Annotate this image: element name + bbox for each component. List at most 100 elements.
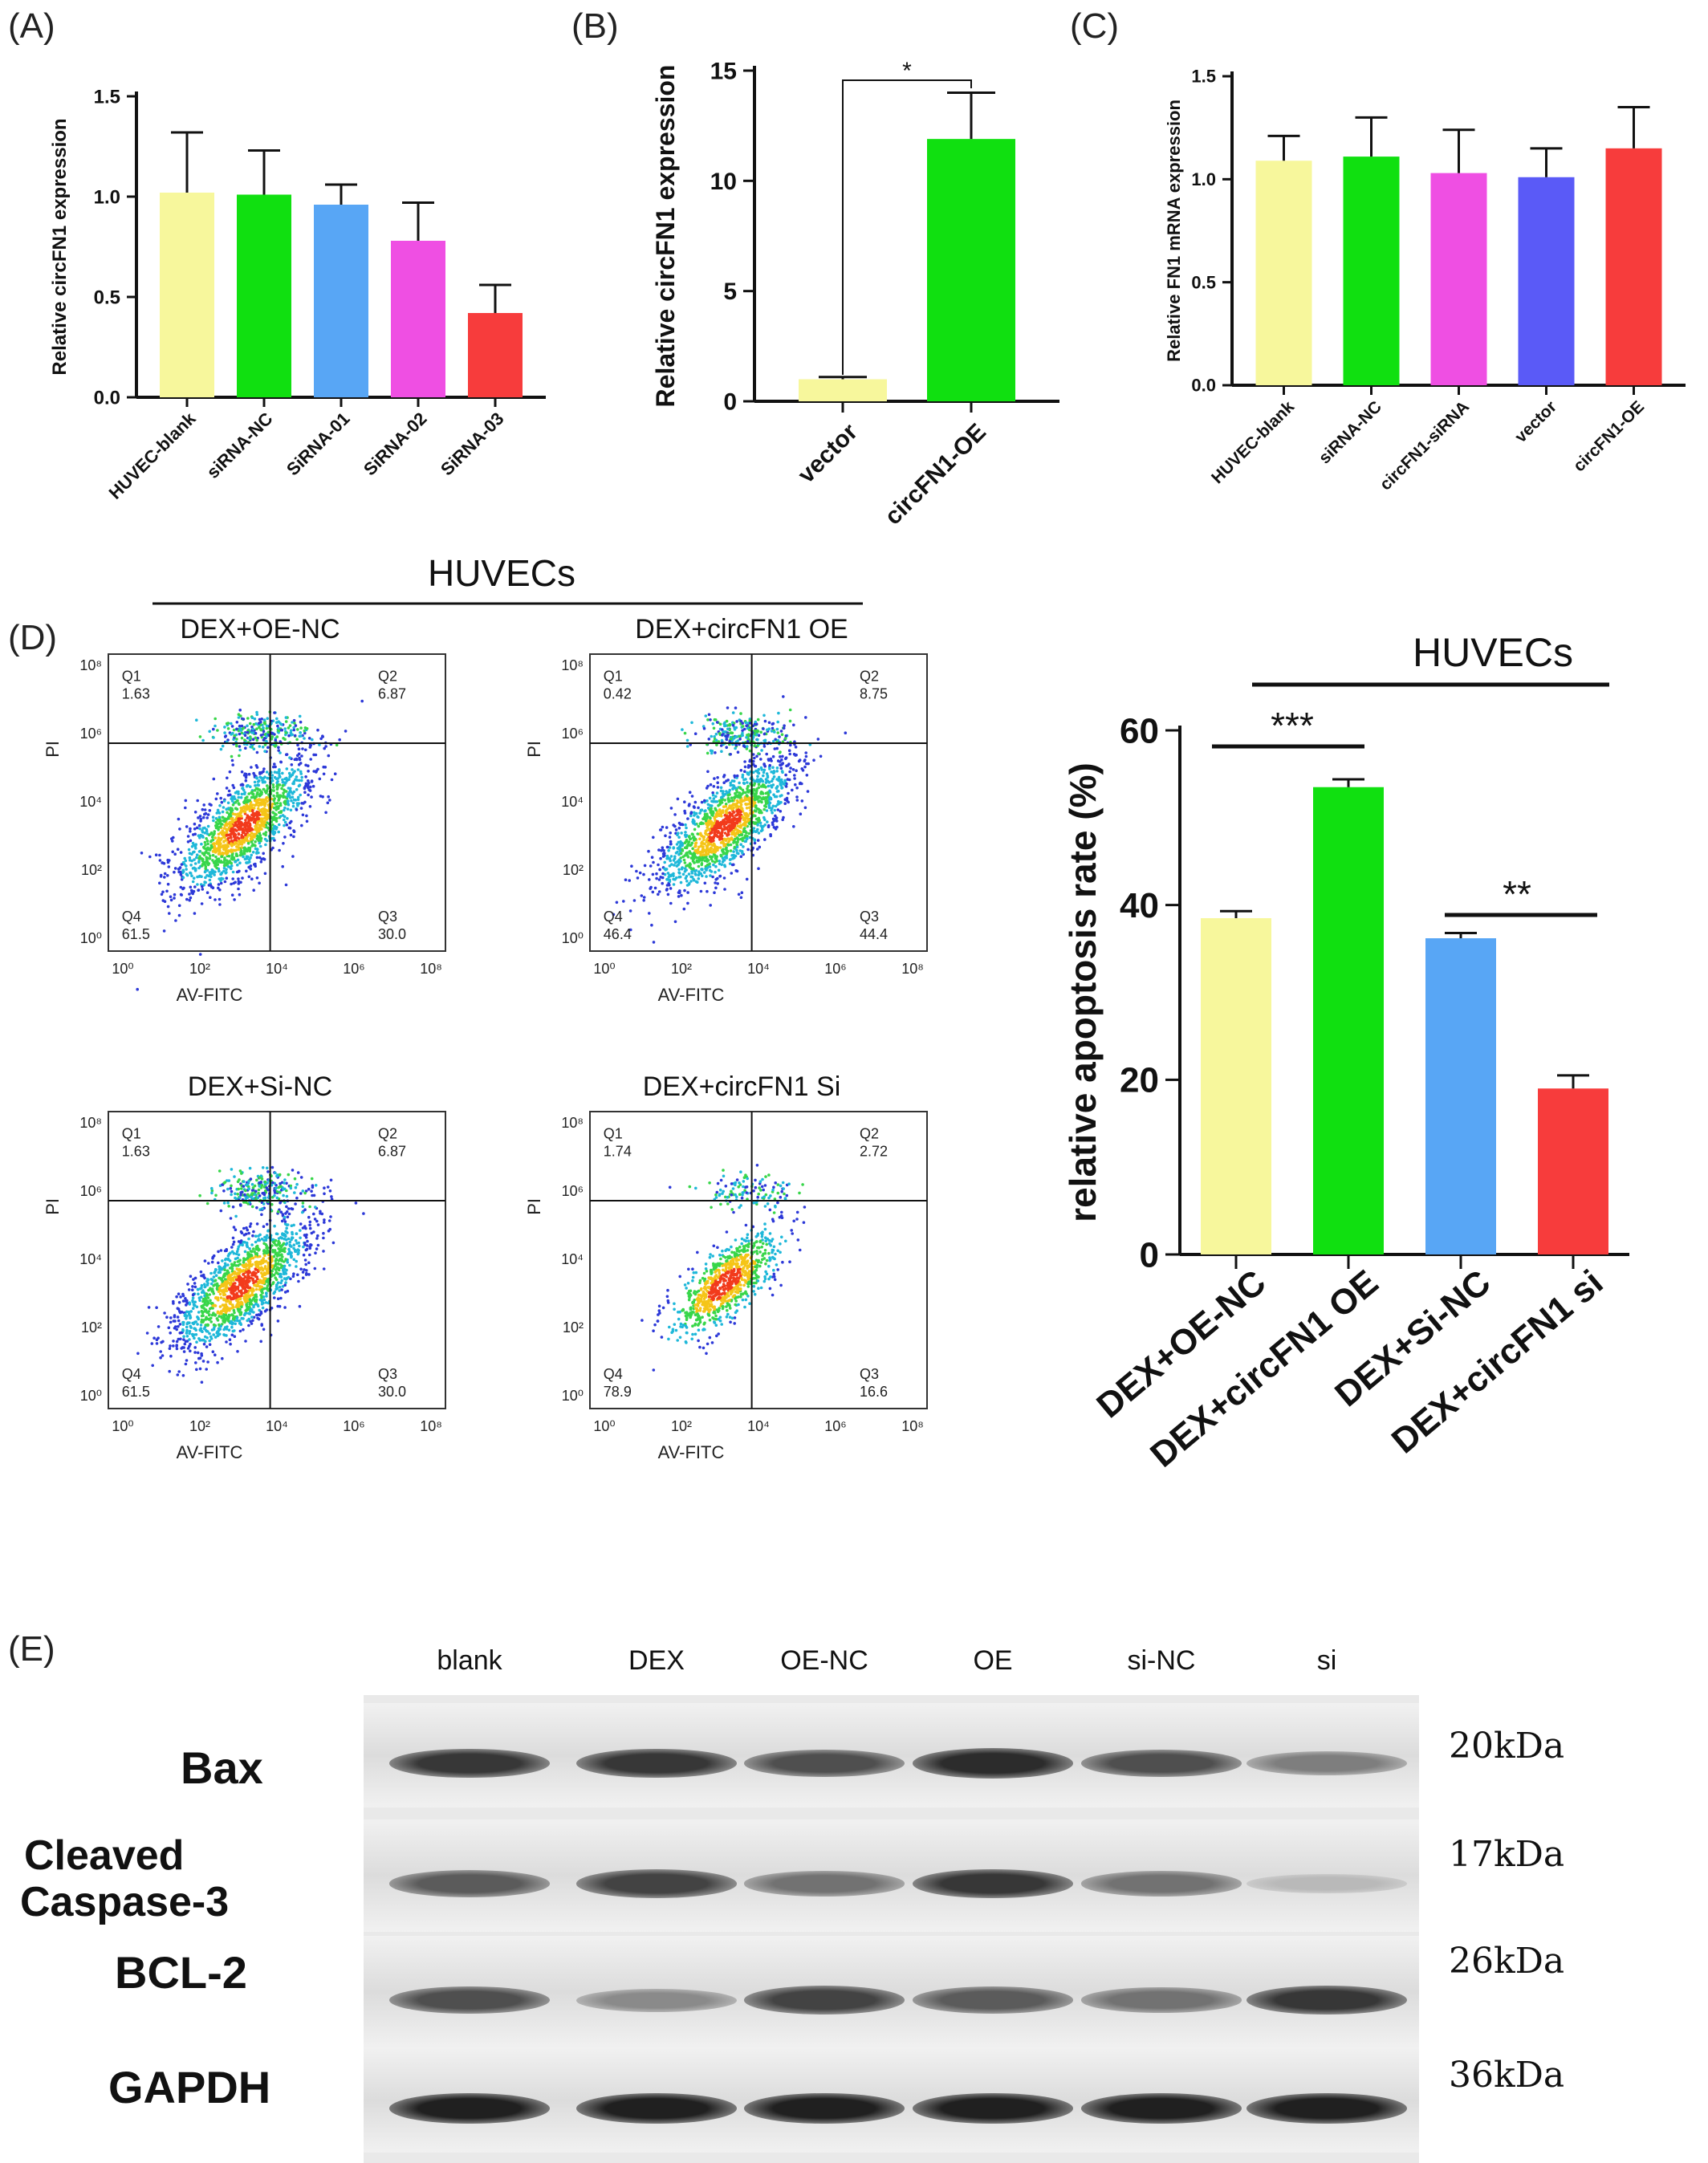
flow-event	[212, 1311, 215, 1315]
flow-event	[212, 1323, 216, 1327]
flow-event	[779, 730, 783, 733]
flow-event	[291, 855, 295, 858]
flow-event	[218, 1265, 221, 1268]
flow-event	[716, 848, 719, 852]
flow-event	[308, 789, 312, 792]
flow-event	[242, 774, 246, 777]
flow-event	[309, 785, 312, 789]
flow-event	[263, 722, 267, 726]
flow-event	[140, 852, 144, 855]
flow-event	[251, 1319, 254, 1323]
flow-event	[193, 1320, 197, 1324]
flow-event	[784, 785, 788, 788]
flow-event	[259, 860, 263, 864]
flow-event	[212, 819, 215, 823]
flow-event	[203, 870, 207, 874]
flow-event	[740, 799, 743, 803]
flow-event	[233, 1316, 237, 1319]
flow-event	[727, 800, 730, 803]
flow-event	[237, 887, 240, 891]
flow-event	[725, 719, 729, 723]
flow-event	[205, 840, 209, 843]
flow-event	[733, 727, 737, 731]
flow-event	[206, 842, 209, 846]
flow-event	[216, 792, 219, 795]
flow-event	[263, 750, 266, 753]
flow-event	[243, 807, 246, 811]
flow-event	[158, 859, 162, 862]
flow-event	[240, 1231, 244, 1234]
flow-event	[757, 752, 760, 755]
flow-event	[206, 1360, 209, 1364]
flow-event	[672, 847, 675, 850]
flow-event	[710, 810, 714, 814]
flow-event	[728, 811, 731, 815]
flow-event	[251, 811, 255, 815]
flow-event	[224, 1313, 228, 1317]
flow-event	[669, 887, 673, 890]
flow-event	[775, 795, 779, 799]
flow-event	[286, 802, 290, 805]
flow-event	[220, 876, 223, 880]
flow-event	[260, 813, 264, 816]
flow-event	[207, 1262, 210, 1265]
flow-event	[295, 788, 299, 791]
flow-event	[282, 1242, 285, 1246]
flow-event	[756, 839, 760, 842]
flow-event	[285, 776, 288, 780]
flow-event	[624, 878, 628, 881]
flow-event	[688, 791, 692, 794]
flow-event	[238, 840, 242, 843]
flow-event	[213, 847, 216, 851]
flow-event	[283, 788, 286, 792]
y-tick-label: 1.0	[1191, 169, 1216, 189]
flow-event	[242, 1226, 246, 1230]
flow-event	[211, 859, 214, 862]
flow-event	[723, 864, 727, 868]
y-axis-label: Relative FN1 mRNA expression	[1164, 100, 1184, 362]
flow-event	[709, 783, 713, 787]
flow-event	[287, 771, 291, 775]
flow-event	[262, 824, 266, 828]
flow-event	[256, 836, 260, 840]
flow-event	[273, 762, 276, 766]
flow-event	[258, 792, 262, 796]
flow-event	[257, 807, 260, 811]
flow-event	[172, 1340, 175, 1343]
flow-event	[249, 745, 253, 749]
flow-event	[745, 815, 748, 818]
flow-event	[685, 880, 689, 883]
flow-event	[690, 832, 694, 836]
flow-event	[263, 802, 267, 806]
flow-event	[709, 904, 712, 907]
flow-event	[746, 724, 749, 727]
flow-event	[759, 824, 762, 827]
flow-event	[816, 738, 820, 741]
flow-event	[734, 840, 738, 844]
flow-event	[188, 892, 191, 896]
flow-event	[762, 714, 766, 718]
flow-event	[689, 856, 693, 860]
flow-event	[234, 1322, 238, 1326]
flow-event	[812, 758, 815, 762]
flow-event	[769, 796, 772, 800]
flow-event	[177, 817, 181, 821]
flow-event	[338, 738, 342, 742]
flow-event	[691, 853, 694, 856]
flow-event	[730, 872, 734, 875]
flow-event	[228, 1301, 232, 1305]
flow-event	[174, 1325, 177, 1328]
flow-event	[255, 713, 259, 717]
flow-event	[724, 838, 728, 841]
flow-event	[238, 1319, 242, 1323]
flow-event	[735, 720, 738, 723]
flow-event	[327, 795, 331, 799]
flow-event	[216, 729, 219, 732]
flow-event	[209, 1299, 212, 1303]
flow-event	[239, 795, 243, 799]
flow-event	[250, 1243, 254, 1246]
flow-event	[242, 788, 246, 792]
flow-event	[709, 874, 712, 877]
flow-event	[710, 813, 714, 816]
flow-event	[742, 823, 745, 826]
